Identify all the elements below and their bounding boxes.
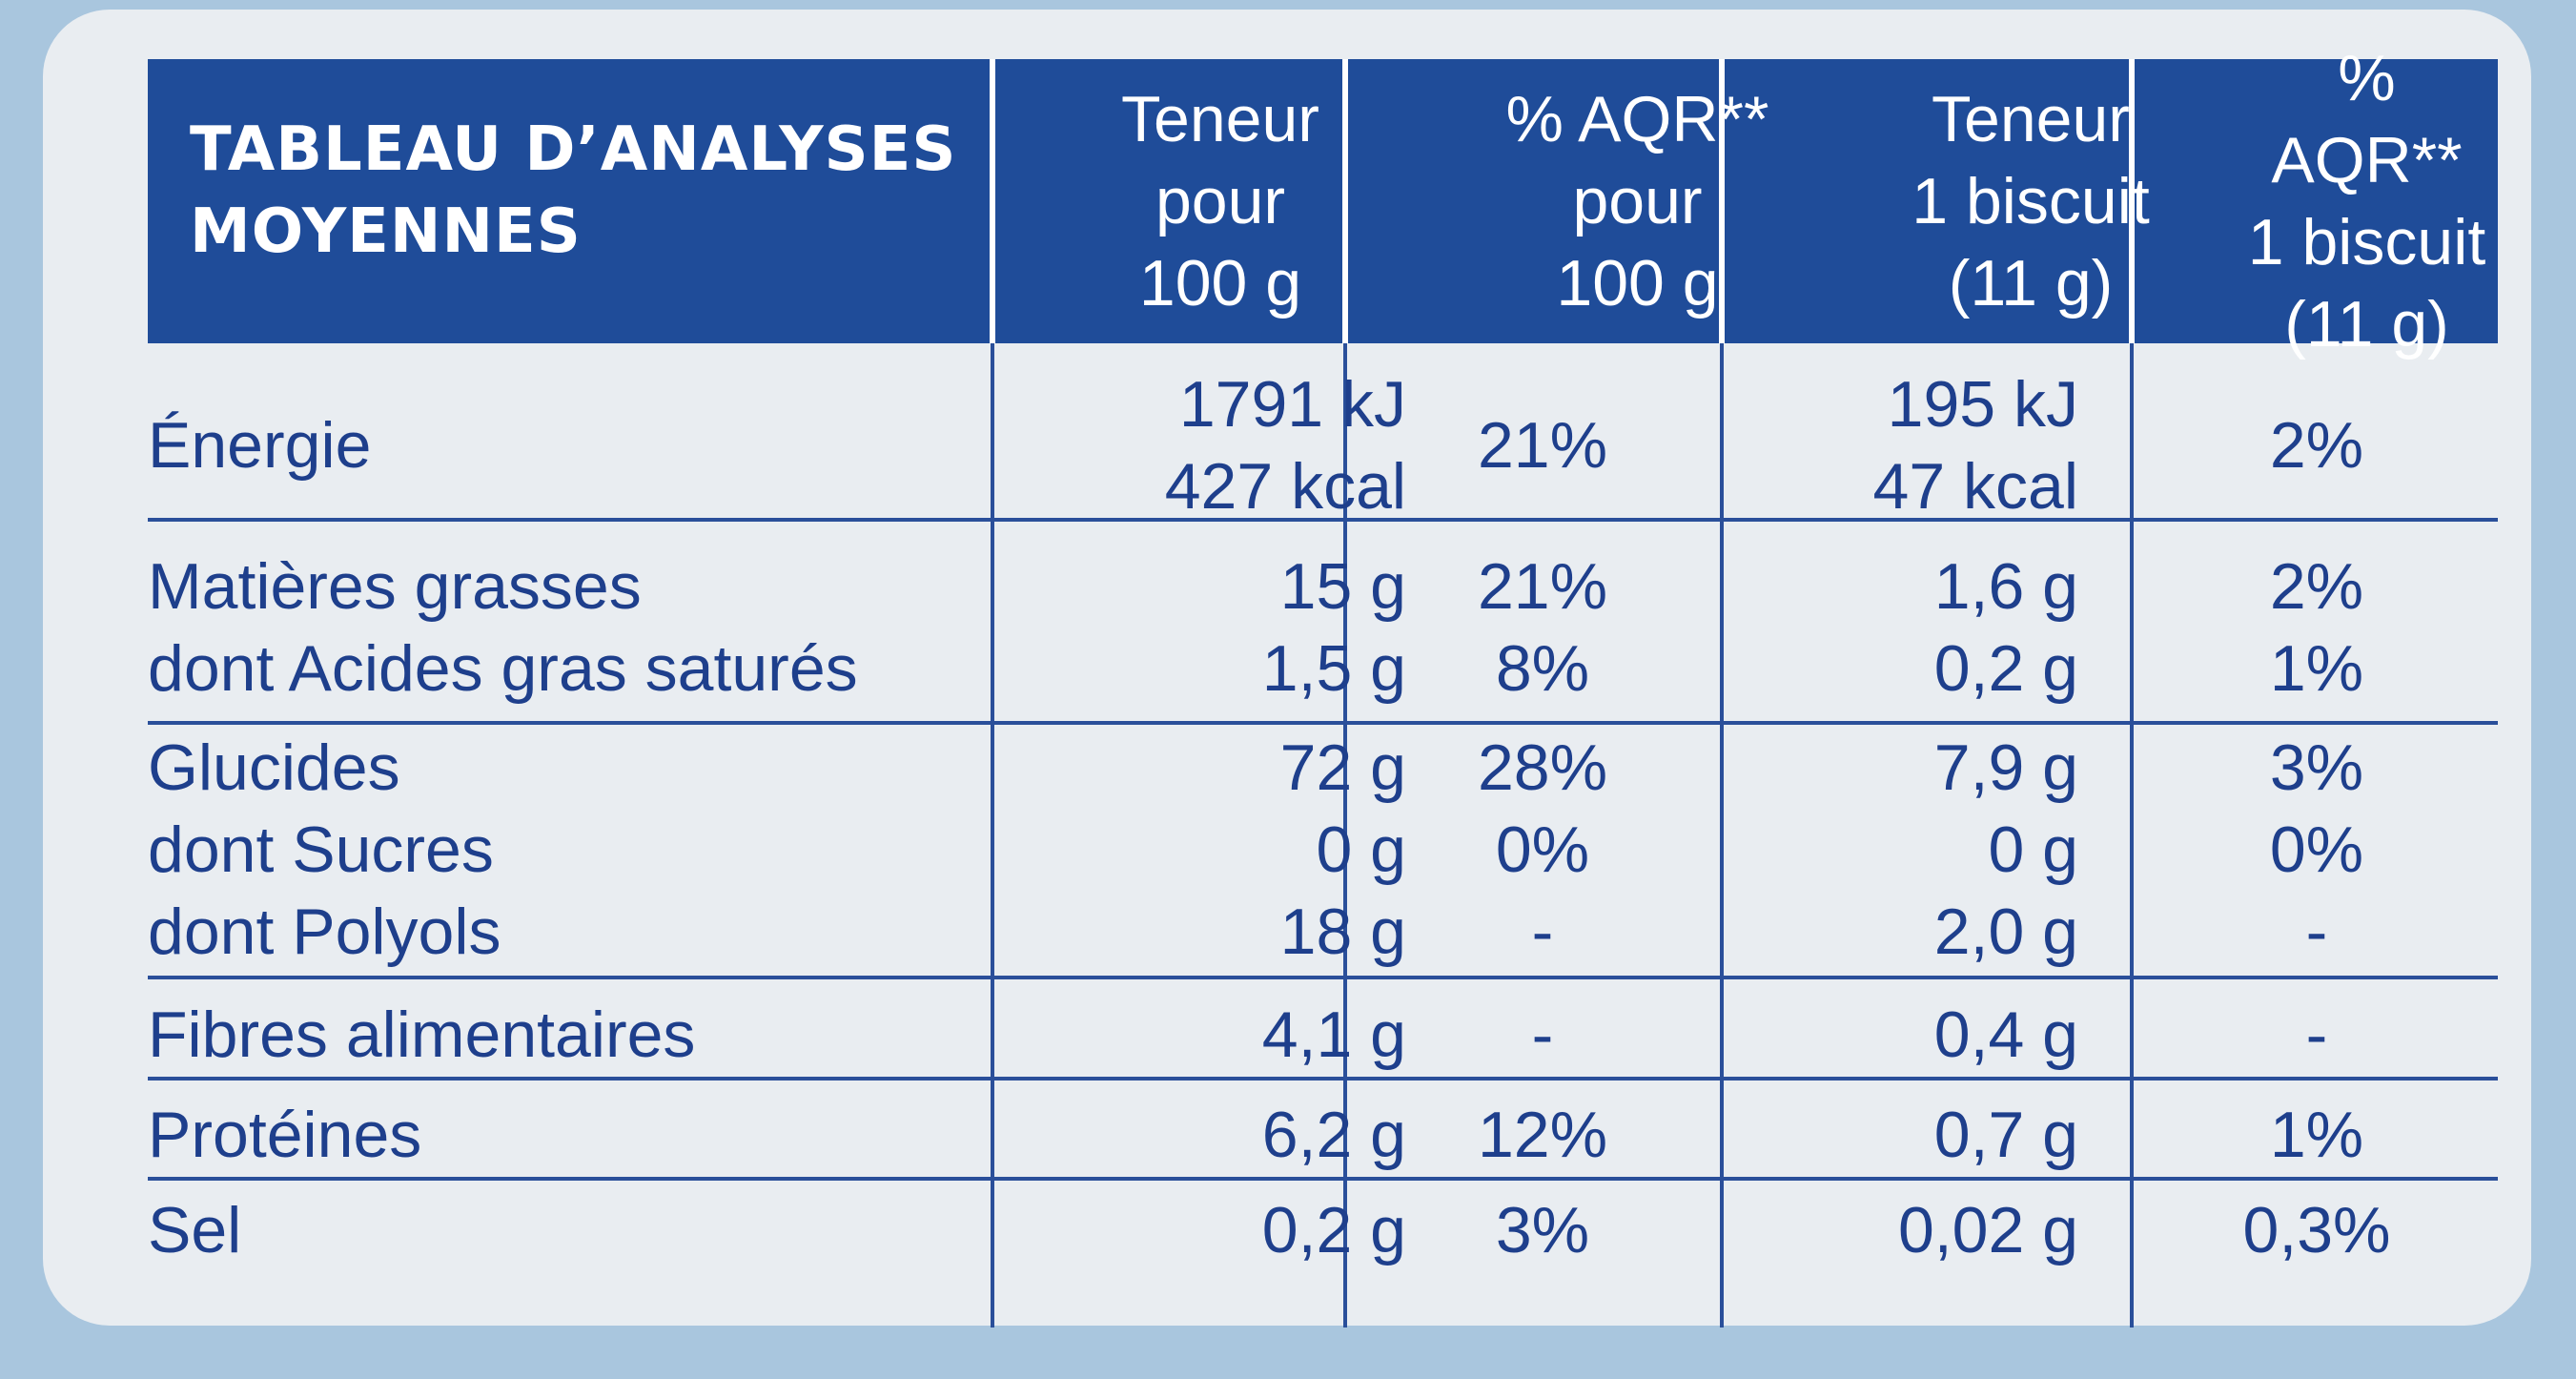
- value-biscuit: 195 kJ 47 kcal: [1872, 368, 2078, 523]
- aqr-100g: 12%: [1477, 1099, 1608, 1171]
- header-teneur-100g: Teneur pour 100 g: [992, 59, 1449, 343]
- value-biscuit: 0,7 g: [1933, 1099, 2078, 1171]
- aqr-biscuit: 3% 0% -: [2269, 731, 2364, 968]
- column-divider: [2130, 343, 2134, 1328]
- column-divider: [991, 343, 994, 1328]
- header-divider: [990, 59, 995, 343]
- table-row-proteines: Protéines 6,2 g 12% 0,7 g 1%: [148, 1094, 2498, 1176]
- header-divider: [1342, 59, 1348, 343]
- aqr-100g: -: [1531, 998, 1554, 1071]
- header-aqr-biscuit: % AQR** 1 biscuit (11 g): [2236, 42, 2498, 360]
- value-100g: 15 g 1,5 g: [1261, 550, 1406, 705]
- table-title: TABLEAU D’ANALYSES MOYENNES: [148, 59, 992, 343]
- row-label: Énergie: [148, 409, 372, 482]
- row-separator: [148, 976, 2498, 979]
- column-divider: [1343, 343, 1347, 1328]
- value-100g: 1791 kJ 427 kcal: [1164, 368, 1406, 523]
- aqr-100g: 3%: [1495, 1194, 1590, 1266]
- package-panel: TABLEAU D’ANALYSES MOYENNES Teneur pour …: [43, 10, 2531, 1328]
- aqr-biscuit: -: [2305, 998, 2328, 1071]
- row-label: Sel: [148, 1194, 242, 1266]
- header-teneur-biscuit: Teneur 1 biscuit (11 g): [1826, 59, 2236, 343]
- aqr-biscuit: 1%: [2269, 1099, 2364, 1171]
- table-row-energie: Énergie 1791 kJ 427 kcal 21% 195 kJ 47 k…: [148, 366, 2498, 523]
- row-separator: [148, 721, 2498, 725]
- aqr-biscuit: 0,3%: [2242, 1194, 2391, 1266]
- table-row-glucides: Glucides dont Sucres dont Polyols 72 g 0…: [148, 727, 2498, 975]
- aqr-100g: 21%: [1477, 409, 1608, 482]
- aqr-100g: 21% 8%: [1477, 550, 1608, 705]
- value-biscuit: 7,9 g 0 g 2,0 g: [1933, 731, 2078, 968]
- row-separator: [148, 1177, 2498, 1181]
- aqr-biscuit: 2% 1%: [2269, 550, 2364, 705]
- table-row-fibres: Fibres alimentaires 4,1 g - 0,4 g -: [148, 994, 2498, 1076]
- column-divider: [1720, 343, 1724, 1328]
- aqr-biscuit: 2%: [2269, 409, 2364, 482]
- table-row-matieres-grasses: Matières grasses dont Acides gras saturé…: [148, 545, 2498, 717]
- table-row-sel: Sel 0,2 g 3% 0,02 g 0,3%: [148, 1189, 2498, 1271]
- nutrition-table: TABLEAU D’ANALYSES MOYENNES Teneur pour …: [148, 42, 2498, 1328]
- header-divider: [2129, 59, 2135, 343]
- row-label: Fibres alimentaires: [148, 998, 696, 1071]
- row-separator: [148, 518, 2498, 522]
- value-biscuit: 1,6 g 0,2 g: [1933, 550, 2078, 705]
- row-separator: [148, 1077, 2498, 1081]
- value-100g: 6,2 g: [1261, 1099, 1406, 1171]
- value-100g: 4,1 g: [1261, 998, 1406, 1071]
- header-divider: [1719, 59, 1725, 343]
- header-aqr-100g: % AQR** pour 100 g: [1449, 59, 1826, 343]
- aqr-100g: 28% 0% -: [1477, 731, 1608, 968]
- row-label: Matières grasses dont Acides gras saturé…: [148, 550, 858, 705]
- value-biscuit: 0,02 g: [1897, 1194, 2078, 1266]
- row-label: Protéines: [148, 1099, 422, 1171]
- value-biscuit: 0,4 g: [1933, 998, 2078, 1071]
- value-100g: 0,2 g: [1261, 1194, 1406, 1266]
- value-100g: 72 g 0 g 18 g: [1279, 731, 1406, 968]
- row-label: Glucides dont Sucres dont Polyols: [148, 731, 501, 968]
